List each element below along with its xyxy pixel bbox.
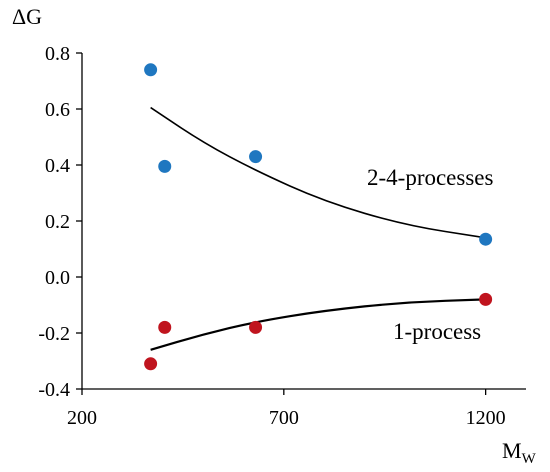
data-point: [144, 63, 158, 77]
series-label-1-process: 1-process: [393, 319, 481, 344]
y-tick-label: 0.8: [45, 43, 70, 65]
data-point: [249, 150, 263, 164]
data-point: [249, 320, 263, 334]
x-tick-label: 1200: [466, 407, 506, 429]
y-tick-label: 0.0: [45, 267, 70, 289]
x-axis-label: MW: [502, 438, 537, 467]
labels: 0.8 0.6 0.4 0.2 0.0 -0.2 -0.4 200 700 1200 ΔG MW 2-4…: [12, 4, 537, 467]
data-point: [158, 159, 172, 173]
y-tick-label: 0.2: [45, 211, 70, 233]
y-tick-label: 0.4: [45, 155, 70, 177]
series-label-2-4-processes: 2-4-processes: [367, 165, 494, 190]
data-point: [144, 357, 158, 371]
axes: [76, 52, 526, 395]
x-axis-label-subscript: W: [522, 451, 537, 467]
y-tick-label: -0.2: [38, 323, 70, 345]
data-point: [158, 320, 172, 334]
data-point: [479, 232, 493, 246]
data-points: [144, 63, 493, 371]
y-axis-label: ΔG: [12, 4, 42, 29]
y-tick-label: 0.6: [45, 99, 70, 121]
trend-line-1-process: [150, 298, 486, 351]
x-axis-label-main: M: [502, 438, 522, 463]
x-tick-label: 200: [67, 407, 97, 429]
y-tick-label: -0.4: [38, 379, 70, 401]
data-point: [479, 292, 493, 306]
trend-line-2-4-processes: [150, 106, 486, 239]
x-tick-label: 700: [269, 407, 299, 429]
trend-lines: [150, 106, 486, 351]
